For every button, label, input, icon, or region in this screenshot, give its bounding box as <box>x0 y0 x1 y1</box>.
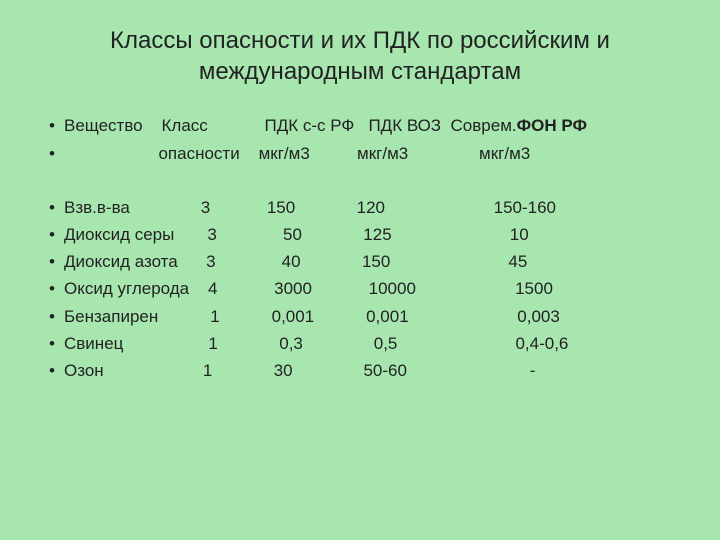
bullet-icon: • <box>40 221 64 248</box>
bullet-icon: • <box>40 357 64 384</box>
bullet-icon: • <box>40 330 64 357</box>
data-row: •Оксид углерода 4 3000 10000 1500 <box>40 275 680 302</box>
bullet-icon: • <box>40 303 64 330</box>
data-row-text: Диоксид серы 3 50 125 10 <box>64 221 529 248</box>
data-row: •Озон 1 30 50-60 - <box>40 357 680 384</box>
slide-title: Классы опасности и их ПДК по российским … <box>40 25 680 87</box>
bullet-icon: • <box>40 194 64 221</box>
bullet-icon: • <box>40 248 64 275</box>
spacer <box>40 167 680 194</box>
header-row-1: • Вещество Класс ПДК с-с РФ ПДК ВОЗ Совр… <box>40 112 680 139</box>
data-row-text: Взв.в-ва 3 150 120 150-160 <box>64 194 556 221</box>
data-row: •Взв.в-ва 3 150 120 150-160 <box>40 194 680 221</box>
bullet-icon: • <box>40 112 64 139</box>
content-area: • Вещество Класс ПДК с-с РФ ПДК ВОЗ Совр… <box>40 112 680 384</box>
header-2-text: опасности мкг/м3 мкг/м3 мкг/м3 <box>64 140 530 167</box>
header-row-2: • опасности мкг/м3 мкг/м3 мкг/м3 <box>40 140 680 167</box>
header-1-text: Вещество Класс ПДК с-с РФ ПДК ВОЗ Соврем… <box>64 112 587 139</box>
bullet-icon: • <box>40 140 64 167</box>
data-row-text: Свинец 1 0,3 0,5 0,4-0,6 <box>64 330 568 357</box>
data-row-text: Бензапирен 1 0,001 0,001 0,003 <box>64 303 560 330</box>
data-row: •Диоксид азота 3 40 150 45 <box>40 248 680 275</box>
data-row: •Бензапирен 1 0,001 0,001 0,003 <box>40 303 680 330</box>
bullet-icon: • <box>40 275 64 302</box>
data-row-text: Озон 1 30 50-60 - <box>64 357 535 384</box>
data-row-text: Диоксид азота 3 40 150 45 <box>64 248 527 275</box>
data-row: •Свинец 1 0,3 0,5 0,4-0,6 <box>40 330 680 357</box>
data-row-text: Оксид углерода 4 3000 10000 1500 <box>64 275 553 302</box>
data-row: •Диоксид серы 3 50 125 10 <box>40 221 680 248</box>
